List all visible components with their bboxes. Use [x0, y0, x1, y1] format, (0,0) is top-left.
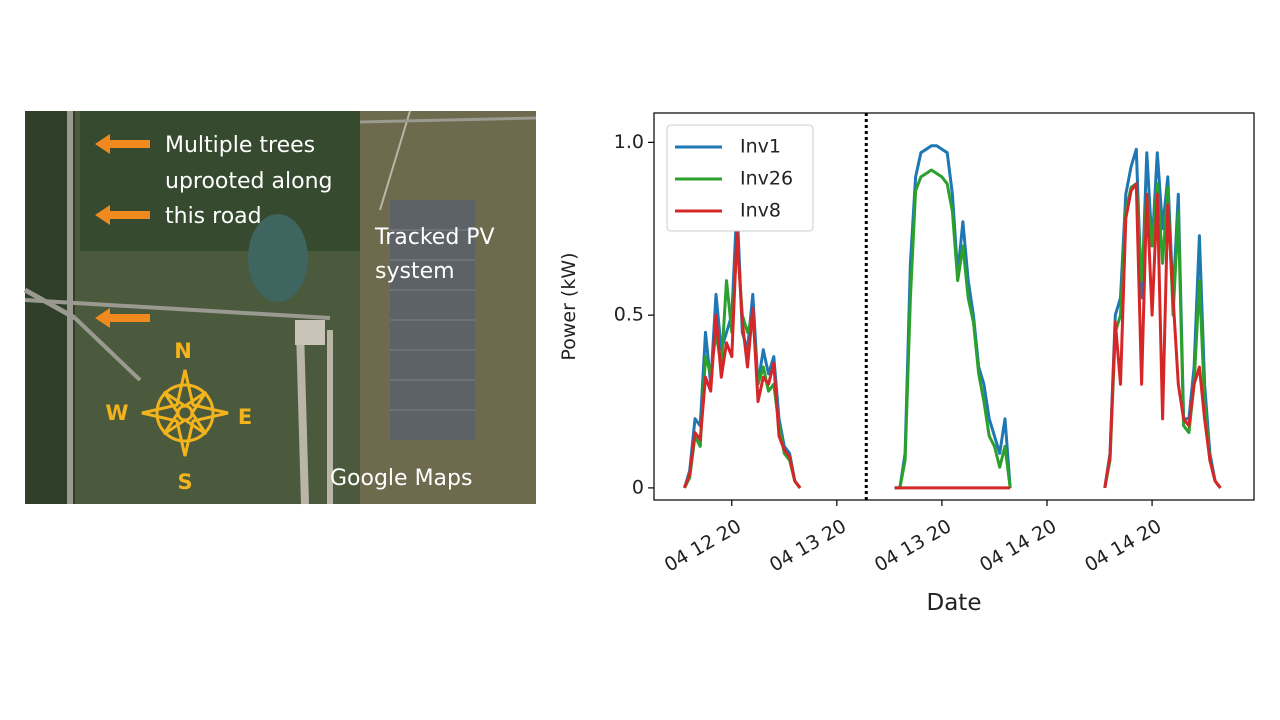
x-tick-label: 04 13 20	[871, 515, 955, 576]
chart: 0 0.5 1.0 04 12 20 04 13 20 04 13 20 04 14 20 0…	[558, 112, 1255, 616]
legend-label: Inv26	[740, 168, 793, 190]
map-source: Google Maps	[330, 466, 472, 491]
map: Multiple trees uprooted along this road …	[23, 110, 537, 505]
y-axis-label: Power (kW)	[558, 252, 580, 360]
y-tick-label: 0.5	[614, 304, 644, 326]
y-tick-label: 1.0	[614, 131, 644, 153]
y-tick-label: 0	[632, 476, 644, 498]
annotation-text: uprooted along	[165, 169, 332, 194]
compass-west: W	[105, 401, 128, 425]
pv-label: system	[375, 259, 455, 284]
x-tick-label: 04 13 20	[766, 515, 850, 576]
compass-east: E	[238, 405, 252, 429]
x-tick-label: 04 14 20	[1081, 515, 1165, 576]
series-line	[683, 182, 1222, 490]
compass-south: S	[177, 470, 192, 494]
x-axis-label: Date	[927, 590, 982, 616]
pv-label: Tracked PV	[374, 225, 495, 250]
x-tick-label: 04 12 20	[661, 515, 745, 576]
compass-north: N	[174, 339, 192, 363]
legend-box	[666, 124, 814, 232]
annotation-text: this road	[165, 204, 262, 229]
annotation-text: Multiple trees	[165, 133, 315, 158]
compass	[141, 369, 229, 457]
legend-label: Inv1	[740, 136, 781, 158]
plot-frame	[653, 112, 1255, 501]
x-tick-label: 04 14 20	[976, 515, 1060, 576]
legend-label: Inv8	[740, 200, 781, 222]
